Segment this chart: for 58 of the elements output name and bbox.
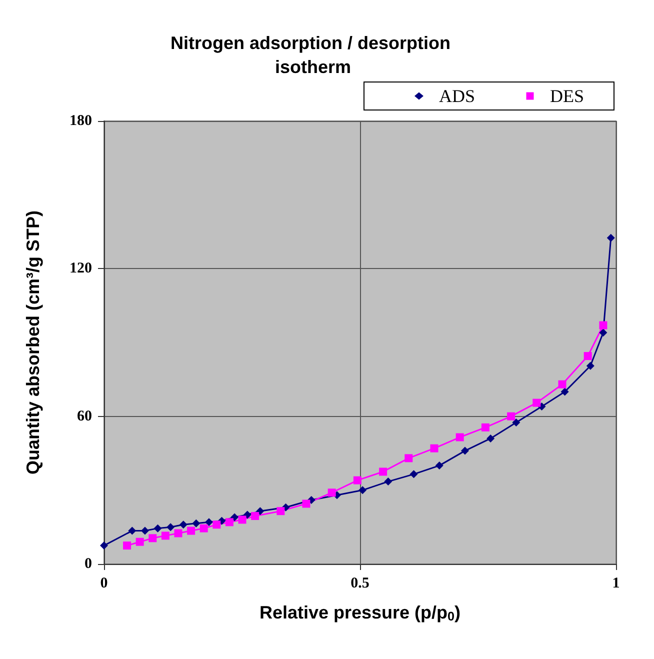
point <box>225 518 234 526</box>
point <box>456 433 464 442</box>
x-tick-label: 0 <box>100 576 108 592</box>
point <box>384 478 392 486</box>
point <box>212 520 221 529</box>
point <box>276 507 285 516</box>
point <box>166 523 175 532</box>
y-tick-label: 0 <box>84 556 92 572</box>
point <box>512 418 520 426</box>
point <box>243 510 252 519</box>
point <box>599 321 608 330</box>
point <box>353 476 362 484</box>
point <box>174 529 182 538</box>
point <box>238 516 246 524</box>
x-tick-label: 1 <box>612 576 620 592</box>
point <box>100 542 108 550</box>
point <box>507 412 516 420</box>
point <box>230 513 239 522</box>
point <box>430 444 438 452</box>
point <box>161 532 170 540</box>
point <box>148 534 157 542</box>
point <box>251 512 260 520</box>
point <box>435 462 444 470</box>
point <box>404 454 413 462</box>
point <box>410 470 418 478</box>
point <box>532 398 541 407</box>
point <box>187 526 196 535</box>
point <box>379 468 388 476</box>
point <box>179 520 188 529</box>
legend-label: DES <box>550 86 584 106</box>
point <box>128 526 136 535</box>
point <box>460 446 469 455</box>
x-tick-label: 0.5 <box>350 576 370 592</box>
y-tick-label: 180 <box>70 113 92 129</box>
point <box>558 380 566 388</box>
point <box>599 328 608 337</box>
point <box>328 488 336 497</box>
point <box>200 524 208 532</box>
point <box>140 526 149 535</box>
point <box>302 500 310 508</box>
y-tick-label: 60 <box>77 408 92 424</box>
point <box>606 234 615 242</box>
point <box>136 538 144 546</box>
point <box>256 507 264 516</box>
y-axis-title: Quantity absorbed (cm³/g STP) <box>23 210 43 475</box>
point <box>584 352 592 360</box>
point <box>358 486 367 494</box>
point <box>192 519 200 528</box>
point <box>154 524 162 532</box>
chart-title: Nitrogen adsorption / desorption isotherm <box>170 33 456 77</box>
legend-label: ADS <box>438 86 475 106</box>
y-tick-label: 120 <box>70 260 92 277</box>
point <box>586 362 594 370</box>
point <box>481 423 490 432</box>
point <box>123 542 132 550</box>
point <box>486 434 495 442</box>
point <box>560 388 569 396</box>
point <box>204 518 213 526</box>
